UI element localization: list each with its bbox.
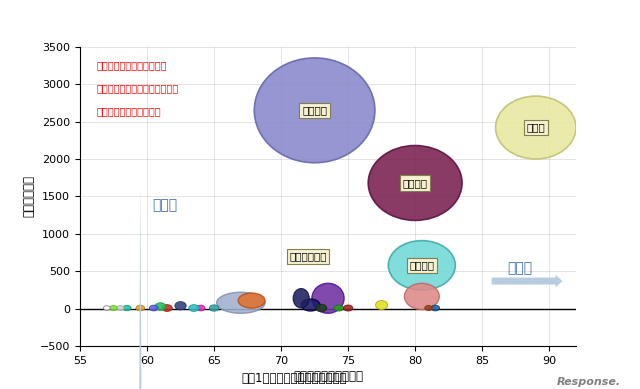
Text: 井関農機: 井関農機 bbox=[302, 105, 327, 115]
Text: Response.: Response. bbox=[557, 377, 621, 387]
Ellipse shape bbox=[238, 293, 265, 308]
Text: クボタ: クボタ bbox=[527, 123, 545, 133]
Text: 縦軸（権利者スコア）：総合力: 縦軸（権利者スコア）：総合力 bbox=[96, 83, 179, 93]
Ellipse shape bbox=[334, 305, 344, 311]
Ellipse shape bbox=[162, 305, 172, 311]
Ellipse shape bbox=[110, 305, 117, 310]
Text: 横軸（最高値）：個別力: 横軸（最高値）：個別力 bbox=[96, 107, 161, 117]
Ellipse shape bbox=[312, 283, 344, 313]
Text: 総合力: 総合力 bbox=[152, 198, 177, 212]
Ellipse shape bbox=[495, 96, 576, 159]
Ellipse shape bbox=[431, 305, 440, 311]
Y-axis label: 権利者スコア: 権利者スコア bbox=[23, 175, 36, 217]
Ellipse shape bbox=[155, 303, 166, 310]
Ellipse shape bbox=[189, 305, 199, 311]
Ellipse shape bbox=[123, 305, 131, 311]
Text: 【図1】移植・田植機　競合状況: 【図1】移植・田植機 競合状況 bbox=[242, 372, 347, 385]
Text: ヤンマー: ヤンマー bbox=[403, 178, 428, 188]
Ellipse shape bbox=[116, 305, 124, 310]
Ellipse shape bbox=[404, 283, 439, 310]
Ellipse shape bbox=[425, 305, 432, 310]
Ellipse shape bbox=[376, 301, 388, 310]
Ellipse shape bbox=[149, 305, 158, 311]
Ellipse shape bbox=[388, 241, 455, 290]
Ellipse shape bbox=[316, 304, 326, 312]
Ellipse shape bbox=[368, 145, 462, 221]
Ellipse shape bbox=[344, 305, 353, 311]
Ellipse shape bbox=[254, 58, 375, 163]
Ellipse shape bbox=[136, 305, 145, 311]
Ellipse shape bbox=[196, 305, 205, 311]
Ellipse shape bbox=[301, 299, 320, 311]
Text: 三菱農機: 三菱農機 bbox=[410, 260, 435, 270]
Ellipse shape bbox=[209, 305, 219, 311]
X-axis label: パテントスコア最高値: パテントスコア最高値 bbox=[293, 370, 363, 383]
Ellipse shape bbox=[175, 301, 186, 310]
Text: 個別力: 個別力 bbox=[507, 261, 532, 275]
Ellipse shape bbox=[293, 289, 309, 308]
Ellipse shape bbox=[217, 292, 265, 313]
Ellipse shape bbox=[104, 306, 110, 310]
Text: 日本超菜製糟: 日本超菜製糟 bbox=[289, 251, 326, 261]
Text: 円の大きさ：有効特許件数: 円の大きさ：有効特許件数 bbox=[96, 60, 166, 70]
